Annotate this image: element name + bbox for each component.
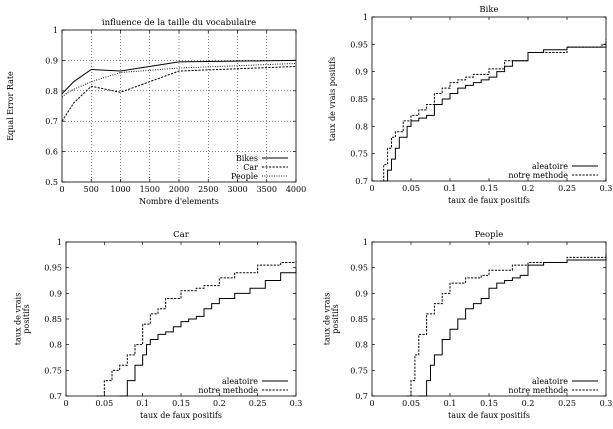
y-tick-label: 0.7: [45, 117, 58, 126]
x-axis-label: taux de faux positifs: [448, 196, 530, 205]
chart-panel-3: 0 0.05 0.1 0.15 0.2 0.25 0.3 0.7 0.75 0.8 0.85 0.9 0…: [13, 230, 302, 420]
series-line-notre-methode: [407, 252, 607, 397]
series-line-aleatoire: [119, 267, 297, 397]
y-tick-label: 0.85: [44, 315, 62, 324]
x-tick-label: 0.2: [213, 399, 226, 408]
series-line-people: [61, 62, 297, 98]
legend-label: aleatoire: [532, 377, 568, 386]
x-tick-label: 500: [84, 185, 99, 194]
y-tick-label: 0.85: [350, 315, 368, 324]
y-tick-label: 0.7: [355, 392, 368, 401]
legend-label: aleatoire: [532, 162, 568, 171]
x-tick-label: 0.2: [522, 184, 535, 193]
legend-label: notre methode: [198, 386, 258, 395]
x-tick-label: 0.25: [558, 184, 576, 193]
x-tick-label: 1500: [140, 185, 160, 194]
x-tick-label: 1000: [110, 185, 130, 194]
x-tick-label: 4000: [286, 185, 306, 194]
y-tick-label: 0.8: [45, 87, 58, 96]
legend-label: Car: [243, 163, 258, 172]
y-tick-label: 0.8: [49, 341, 62, 350]
x-tick-label: 0.3: [600, 399, 613, 408]
x-tick-label: 2500: [198, 185, 218, 194]
y-tick-label: 0.85: [350, 95, 368, 104]
y-tick-label: 0.95: [350, 264, 368, 273]
x-tick-label: 0.05: [402, 399, 420, 408]
y-tick-label: 0.75: [44, 366, 62, 375]
x-tick-label: 0: [63, 399, 68, 408]
x-axis-label: Nombre d'elements: [139, 197, 219, 206]
x-tick-label: 0.05: [402, 184, 420, 193]
x-tick-label: 0.25: [249, 399, 267, 408]
x-tick-label: 0.15: [480, 184, 498, 193]
chart-panel-4: 0 0.05 0.1 0.15 0.2 0.25 0.3 0.7 0.75 0.8 0.85 0.9 0…: [322, 230, 612, 420]
chart-title: Car: [173, 230, 190, 240]
x-axis-label: taux de faux positifs: [140, 411, 222, 420]
y-tick-label: 0.75: [350, 366, 368, 375]
y-axis-label: Equal Error Rate: [6, 71, 15, 141]
x-tick-label: 2000: [169, 185, 189, 194]
y-tick-label: 0.9: [45, 56, 58, 65]
y-tick-label: 0.7: [49, 392, 62, 401]
y-tick-label: 0.9: [49, 289, 62, 298]
legend-label: notre methode: [508, 171, 568, 180]
y-tick-label: 0.75: [350, 150, 368, 159]
series-line-aleatoire: [418, 254, 607, 397]
x-tick-label: 3500: [257, 185, 277, 194]
x-tick-label: 0.15: [480, 399, 498, 408]
x-tick-label: 0.1: [444, 184, 457, 193]
x-tick-label: 3000: [227, 185, 247, 194]
x-tick-label: 0.25: [558, 399, 576, 408]
legend-label: notre methode: [508, 386, 568, 395]
legend-label: People: [231, 172, 258, 181]
series-line-bikes: [61, 59, 297, 95]
legend-label: Bikes: [236, 154, 258, 163]
x-tick-label: 0.1: [444, 399, 457, 408]
chart-panel-1: 0 500 1000 1500 2000 2500 3000 3500 4000 0.5 0.6 0.…: [6, 18, 306, 206]
series-line-notre-methode: [379, 38, 607, 182]
y-tick-label: 0.9: [355, 289, 368, 298]
y-axis-label: taux de vraispositifs: [322, 293, 340, 345]
y-tick-label: 0.95: [44, 264, 62, 273]
x-tick-label: 0.3: [600, 184, 613, 193]
y-axis-label: taux de vrais positifs: [328, 57, 337, 141]
chart-title: influence de la taille du vocabulaire: [102, 18, 256, 28]
y-axis-label: taux de vraispositifs: [13, 293, 31, 345]
y-tick-label: 0.7: [355, 177, 368, 186]
x-tick-label: 0.3: [290, 399, 303, 408]
x-tick-label: 0.2: [522, 399, 535, 408]
plot-frame: [371, 241, 607, 397]
y-tick-label: 0.6: [45, 148, 58, 157]
x-axis-label: taux de faux positifs: [448, 411, 530, 420]
y-tick-label: 1: [363, 13, 368, 22]
x-tick-label: 0.05: [95, 399, 113, 408]
series-line-car: [61, 65, 297, 122]
legend-label: aleatoire: [222, 377, 258, 386]
chart-panel-2: 0 0.05 0.1 0.15 0.2 0.25 0.3 0.7 0.75 0.8 0.85 0.9 0…: [328, 5, 612, 205]
y-tick-label: 0.5: [45, 178, 58, 187]
y-tick-label: 0.9: [355, 68, 368, 77]
x-tick-label: 0: [369, 399, 374, 408]
series-line-aleatoire: [383, 44, 607, 182]
y-tick-label: 1: [363, 238, 368, 247]
chart-title: Bike: [479, 5, 498, 15]
x-tick-label: 0.1: [136, 399, 149, 408]
y-tick-label: 0.95: [350, 40, 368, 49]
plot-frame: [371, 16, 607, 182]
y-tick-label: 1: [53, 26, 58, 35]
y-tick-label: 1: [57, 238, 62, 247]
x-tick-label: 0: [59, 185, 64, 194]
x-tick-label: 0.15: [172, 399, 190, 408]
y-tick-label: 0.8: [355, 341, 368, 350]
x-tick-label: 0: [369, 184, 374, 193]
y-tick-label: 0.8: [355, 122, 368, 131]
chart-title: People: [475, 230, 504, 240]
